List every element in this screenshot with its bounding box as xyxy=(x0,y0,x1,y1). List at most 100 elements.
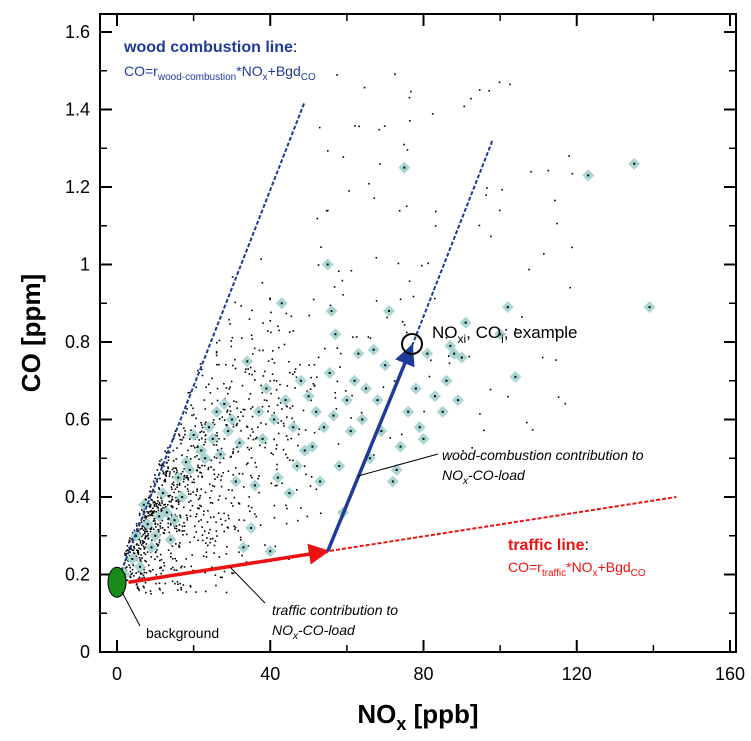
scatter-point xyxy=(194,456,196,458)
scatter-point xyxy=(158,541,161,544)
traffic-eq-sub: traffic xyxy=(542,568,566,579)
scatter-point xyxy=(162,507,164,509)
scatter-point xyxy=(189,509,192,512)
scatter-point xyxy=(204,491,207,494)
scatter-point xyxy=(178,434,181,437)
scatter-point xyxy=(216,535,218,537)
scatter-point xyxy=(204,542,207,545)
scatter-point xyxy=(223,438,226,440)
scatter-point xyxy=(187,478,189,480)
scatter-point xyxy=(177,583,179,586)
scatter-point xyxy=(165,506,168,508)
scatter-point xyxy=(178,484,181,486)
highlighted-point-center xyxy=(138,565,141,568)
scatter-point xyxy=(200,430,203,433)
scatter-point xyxy=(192,491,194,493)
scatter-point xyxy=(150,556,153,558)
scatter-point xyxy=(247,437,250,440)
scatter-point xyxy=(137,550,139,552)
example-label-sub2: i xyxy=(501,332,504,346)
highlighted-point-center xyxy=(326,263,329,266)
scatter-point xyxy=(218,495,221,497)
scatter-point xyxy=(185,591,188,593)
scatter-point xyxy=(160,509,162,511)
scatter-point xyxy=(183,525,186,527)
example-label-sub: xi xyxy=(458,332,467,346)
scatter-point xyxy=(190,404,193,407)
scatter-point xyxy=(183,478,185,480)
scatter-point xyxy=(199,497,201,499)
scatter-point xyxy=(181,470,184,473)
scatter-point xyxy=(243,519,246,522)
scatter-point xyxy=(203,443,205,446)
scatter-point xyxy=(218,418,221,420)
scatter-point xyxy=(164,582,167,585)
scatter-point xyxy=(337,270,340,273)
scatter-point xyxy=(342,294,344,296)
scatter-point xyxy=(247,505,250,507)
scatter-point xyxy=(369,337,372,340)
scatter-point xyxy=(179,516,182,519)
scatter-point xyxy=(304,429,307,431)
scatter-point xyxy=(140,521,143,523)
scatter-point xyxy=(190,429,192,432)
background-label: background xyxy=(146,625,219,641)
scatter-point xyxy=(285,435,288,437)
scatter-point xyxy=(131,572,134,575)
scatter-point xyxy=(211,502,214,504)
scatter-point xyxy=(173,569,176,571)
scatter-point xyxy=(184,430,186,432)
scatter-point xyxy=(276,404,279,407)
scatter-point xyxy=(156,469,159,471)
traffic-contribution-leader xyxy=(229,566,266,604)
scatter-point xyxy=(204,434,207,437)
scatter-point xyxy=(162,532,165,534)
scatter-point xyxy=(144,515,147,517)
scatter-point xyxy=(412,295,415,298)
scatter-point xyxy=(199,431,201,434)
scatter-point xyxy=(144,527,146,530)
highlighted-point-center xyxy=(453,352,456,355)
scatter-point xyxy=(172,484,175,486)
scatter-point xyxy=(200,437,203,440)
highlighted-point-center xyxy=(403,166,406,169)
scatter-point xyxy=(215,354,218,357)
scatter-point xyxy=(232,450,234,453)
scatter-point xyxy=(220,447,223,450)
scatter-point xyxy=(135,543,138,546)
scatter-point xyxy=(148,569,151,572)
wood-combustion-line xyxy=(116,101,306,583)
scatter-point xyxy=(352,336,354,338)
scatter-point xyxy=(525,421,528,424)
scatter-point xyxy=(191,554,193,556)
scatter-point xyxy=(144,553,147,556)
scatter-point xyxy=(171,506,174,509)
highlighted-point-center xyxy=(445,379,448,382)
scatter-point xyxy=(171,483,174,485)
scatter-point xyxy=(318,428,321,430)
scatter-point xyxy=(316,217,319,220)
scatter-point xyxy=(144,535,147,537)
scatter-point xyxy=(294,368,297,370)
highlighted-point-center xyxy=(338,465,341,467)
scatter-point xyxy=(264,442,267,444)
scatter-point xyxy=(199,363,202,365)
scatter-point xyxy=(190,445,193,447)
scatter-point xyxy=(171,488,173,491)
scatter-point xyxy=(254,461,257,464)
scatter-point xyxy=(161,484,163,487)
scatter-point xyxy=(197,369,199,372)
scatter-point xyxy=(216,399,219,402)
scatter-point xyxy=(273,516,276,519)
scatter-point xyxy=(275,380,278,382)
scatter-point xyxy=(196,446,198,449)
scatter-point xyxy=(197,539,199,542)
scatter-point xyxy=(187,478,190,481)
scatter-point xyxy=(193,481,195,484)
scatter-point xyxy=(182,436,185,439)
highlighted-point-center xyxy=(460,356,463,359)
scatter-point xyxy=(430,359,432,362)
scatter-point xyxy=(131,549,134,551)
scatter-point xyxy=(182,533,184,536)
scatter-point xyxy=(168,473,171,475)
